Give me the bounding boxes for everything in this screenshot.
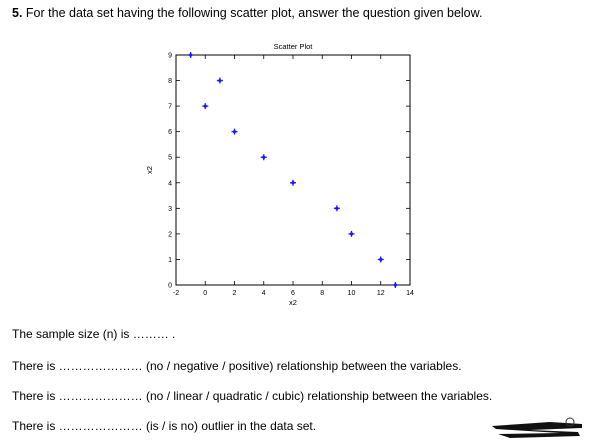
data-point	[392, 282, 399, 288]
plot-frame	[175, 54, 411, 286]
x-tick-label: 4	[262, 290, 266, 297]
x-tick-label: 8	[320, 290, 324, 297]
y-tick-label: 8	[168, 78, 172, 85]
x-tick-label: 10	[348, 290, 356, 297]
y-axis-label: x2	[145, 166, 154, 174]
data-point	[348, 230, 355, 237]
relationship-form-line: There is ………………… (no / linear / quadrati…	[12, 389, 493, 403]
data-point	[377, 256, 384, 263]
x-tick-label: 2	[233, 290, 237, 297]
data-point	[202, 103, 209, 110]
y-tick-label: 3	[168, 206, 172, 213]
question-header: 5. For the data set having the following…	[12, 6, 482, 20]
x-tick-label: 6	[291, 290, 295, 297]
data-point	[260, 154, 267, 161]
y-tick-label: 0	[168, 283, 172, 290]
data-point	[216, 77, 223, 84]
question-number: 5.	[12, 6, 23, 20]
y-tick-label: 2	[168, 231, 172, 238]
y-tick-label: 5	[168, 155, 172, 162]
x-tick-label: 12	[377, 290, 385, 297]
outlier-line: There is ………………… (is / is no) outlier in…	[12, 419, 317, 433]
x-tick-label: 0	[203, 290, 207, 297]
data-point	[231, 128, 238, 135]
x-tick-label: -2	[173, 290, 179, 297]
data-point	[187, 52, 194, 58]
y-tick-label: 7	[168, 104, 172, 111]
chart-title: Scatter Plot	[274, 42, 314, 51]
x-tick-label: 14	[406, 290, 414, 297]
data-point	[333, 205, 340, 212]
y-tick-label: 1	[168, 257, 172, 264]
x-axis-label: x2	[289, 298, 297, 307]
y-tick-label: 4	[168, 180, 172, 187]
relationship-direction-line: There is ………………… (no / negative / positi…	[12, 359, 462, 373]
data-point	[290, 179, 296, 186]
sample-size-line: The sample size (n) is ……… .	[12, 327, 176, 341]
y-tick-label: 9	[168, 53, 172, 60]
redaction-scribble	[492, 417, 582, 438]
y-tick-label: 6	[168, 129, 172, 136]
question-text: For the data set having the following sc…	[25, 6, 483, 20]
